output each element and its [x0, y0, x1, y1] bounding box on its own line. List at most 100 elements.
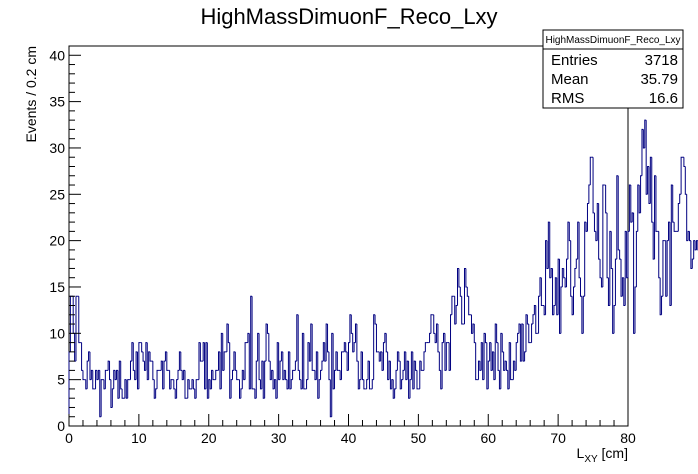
- stats-rms-label: RMS: [551, 90, 584, 107]
- histogram-bin: [458, 268, 461, 288]
- histogram-bin: [672, 185, 675, 223]
- histogram-bin: [599, 259, 602, 279]
- histogram-bin: [602, 184, 605, 287]
- histogram-bin: [666, 240, 669, 297]
- histogram-bin: [505, 361, 508, 371]
- histogram-bin: [579, 277, 582, 297]
- histogram-bin: [394, 388, 397, 399]
- histogram-bin: [336, 351, 339, 371]
- histogram-bin: [475, 342, 478, 381]
- histogram-bin: [598, 203, 601, 260]
- histogram-bin: [368, 361, 371, 390]
- stats-rms-value: 16.6: [649, 90, 678, 107]
- histogram-bin: [619, 249, 622, 260]
- histogram-bin: [180, 351, 183, 371]
- histogram-bin: [416, 370, 419, 390]
- histogram-bin: [455, 305, 458, 325]
- histogram-bin: [375, 324, 378, 353]
- histogram-bin: [240, 388, 243, 399]
- x-tick-label: 10: [131, 430, 147, 446]
- histogram-bin: [433, 314, 436, 334]
- histogram-bin: [588, 184, 591, 204]
- histogram-bin: [535, 305, 538, 334]
- y-tick-label: 20: [49, 233, 65, 249]
- histogram-bin: [251, 296, 254, 390]
- histogram-bin: [170, 379, 173, 389]
- histogram-bin: [658, 231, 661, 279]
- x-axis-ticks: [68, 414, 629, 426]
- x-tick-label: 0: [65, 430, 73, 446]
- histogram-bin: [420, 361, 423, 371]
- histogram-bin: [341, 351, 343, 380]
- histogram-bin: [510, 342, 513, 381]
- histogram-bin: [524, 351, 526, 362]
- histogram-bin: [127, 379, 130, 399]
- x-axis-label-main: L: [577, 445, 585, 461]
- histogram-bin: [531, 323, 533, 343]
- histogram-bin: [415, 361, 417, 371]
- histogram-bin: [285, 370, 288, 381]
- stats-box-frame: [542, 29, 684, 109]
- histogram-bin: [438, 351, 441, 371]
- histogram-bin: [401, 379, 403, 389]
- histogram-bin: [398, 351, 401, 362]
- histogram-bin: [589, 156, 592, 186]
- x-tick-label: 60: [480, 430, 496, 446]
- histogram-bin: [318, 379, 321, 399]
- histogram-bin: [244, 342, 247, 380]
- histogram-bin: [236, 370, 239, 381]
- histogram-bin: [484, 333, 487, 344]
- histogram-bin: [683, 157, 686, 167]
- histogram-bin: [227, 324, 230, 344]
- histogram-bin: [361, 351, 364, 381]
- histogram-bin: [614, 258, 617, 306]
- histogram-bin: [328, 351, 331, 381]
- histogram-bin: [212, 370, 215, 381]
- histogram-bin: [540, 277, 543, 307]
- histogram-bin: [568, 222, 571, 242]
- histogram-bin: [382, 342, 385, 371]
- histogram-bin: [195, 379, 198, 399]
- histogram-bin: [613, 305, 616, 334]
- histogram-bin: [582, 295, 585, 334]
- histogram-bin: [188, 379, 191, 390]
- histogram-bin: [366, 379, 369, 389]
- histogram-bin: [176, 379, 178, 399]
- histogram-bin: [526, 314, 529, 325]
- histogram-bin: [459, 286, 462, 297]
- histogram-bin: [350, 314, 353, 334]
- histogram-bin: [141, 342, 144, 353]
- histogram-bin: [429, 332, 431, 343]
- histogram-bin: [496, 324, 499, 344]
- histogram-bin: [155, 388, 158, 399]
- histogram-bin: [473, 324, 476, 344]
- histogram-bin: [592, 157, 595, 214]
- x-tick-label: 70: [550, 430, 566, 446]
- histogram-bin: [290, 379, 293, 389]
- histogram-bin: [371, 379, 374, 389]
- histogram-bin: [121, 388, 124, 399]
- stats-entries-value: 3718: [645, 52, 678, 69]
- stats-box: HighMassDimuonF_Reco_Lxy Entries 3718 Me…: [542, 29, 684, 109]
- histogram-bin: [673, 222, 676, 232]
- histogram-bin: [297, 314, 300, 371]
- histogram-bin: [441, 342, 444, 389]
- histogram-bin: [138, 342, 141, 389]
- histogram-bin: [104, 369, 107, 389]
- histogram-bin: [215, 369, 218, 380]
- histogram-bin: [156, 369, 159, 389]
- y-tick-label: 40: [49, 47, 65, 63]
- histogram-bin: [423, 351, 426, 371]
- histogram-bin: [348, 342, 350, 371]
- histogram-bin: [321, 360, 324, 371]
- histogram-bin: [81, 342, 83, 371]
- histogram-bin: [359, 379, 362, 389]
- histogram-bin: [617, 175, 620, 251]
- histogram-bin: [402, 369, 405, 380]
- histogram-bin: [468, 296, 471, 316]
- histogram-bin: [129, 360, 132, 380]
- histogram-bin: [437, 324, 440, 353]
- histogram-bin: [230, 379, 233, 399]
- histogram-bin: [560, 286, 563, 334]
- histogram-bin: [149, 351, 152, 362]
